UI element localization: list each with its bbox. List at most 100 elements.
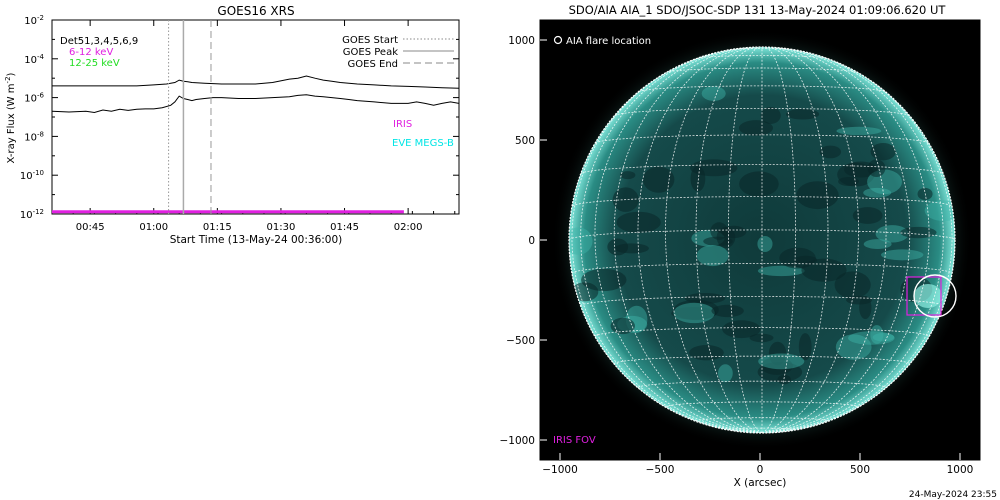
goes-xrs-chart: GOES16 XRS 10-2 10-4 10-6 10-8 10-10 10-12 00…: [4, 4, 460, 246]
chart-title: GOES16 XRS: [217, 4, 294, 18]
y-tick-label: 10-4: [24, 53, 44, 66]
aia-title: SDO/AIA AIA_1 SDO/JSOC-SDP 131 13-May-20…: [569, 3, 947, 17]
legend-goes-start: GOES Start: [342, 35, 398, 46]
flare-legend-label: AIA flare location: [566, 36, 651, 47]
goes-markers: [168, 20, 212, 214]
chart-legend: GOES Start GOES Peak GOES End: [342, 35, 454, 70]
disk-texture-blob: [701, 86, 726, 101]
aia-x-tick-label: −1000: [542, 464, 578, 476]
x-tick-label: 02:00: [394, 222, 423, 233]
disk-texture-blob: [863, 239, 892, 249]
disk-texture-blob: [614, 243, 649, 254]
legend-goes-peak: GOES Peak: [343, 47, 398, 58]
disk-texture-blob: [673, 299, 719, 321]
x-tick-label: 01:15: [203, 222, 232, 233]
latitude-line: [614, 108, 910, 117]
aia-x-axis-label: X (arcsec): [734, 477, 787, 489]
iris-label: IRIS: [393, 119, 412, 130]
aia-y-tick-label: 1000: [508, 35, 535, 47]
flare-location-marker: [913, 274, 957, 318]
y-tick-label: 10-10: [20, 169, 44, 182]
y-tick-label: 10-6: [24, 92, 44, 105]
longitude-line: [761, 47, 930, 433]
x-tick-labels: 00:45 01:00 01:15 01:30 01:45 02:00: [76, 222, 423, 233]
longitude-line: [761, 47, 859, 433]
iris-fov-box: [906, 276, 942, 316]
latitude-line: [594, 134, 930, 144]
longitude-line: [665, 47, 763, 433]
aia-y-tick-label: 500: [515, 135, 535, 147]
disk-texture-blob: [717, 364, 733, 383]
y-tick-label: 10-12: [20, 208, 44, 221]
flux-series-short: [52, 94, 459, 114]
disk-texture-blob: [786, 108, 820, 120]
disk-texture-blob: [690, 165, 706, 192]
y-axis-label: X-ray Flux (W m-2): [4, 72, 17, 163]
disk-texture-blob: [616, 211, 661, 233]
disk-texture-blob: [881, 249, 924, 261]
disk-texture-blob: [870, 143, 896, 161]
disk-texture: [569, 86, 955, 385]
longitude-line: [613, 47, 763, 433]
render-timestamp: 24-May-2024 23:55: [909, 490, 997, 500]
y-tick-label: 10-2: [24, 14, 44, 27]
longitude-line: [761, 55, 953, 433]
flux-series-long: [52, 75, 459, 89]
disk-texture-blob: [867, 159, 886, 178]
disk-texture-blob: [619, 171, 636, 180]
flux-series-group: [52, 75, 459, 214]
disk-texture-blob: [768, 341, 787, 366]
latitude-line: [695, 417, 829, 422]
disk-texture-blob: [796, 181, 839, 210]
disk-texture-blob: [836, 126, 882, 136]
flare-legend-icon: [553, 35, 563, 45]
disk-texture-blob: [872, 333, 895, 342]
longitude-line: [761, 47, 911, 433]
latitude-line: [613, 355, 911, 365]
longitude-line: [571, 55, 763, 433]
eve-label: EVE MEGS-B: [392, 138, 454, 149]
disk-texture-blob: [834, 271, 871, 299]
latitude-line: [569, 229, 955, 241]
disk-texture-blob: [696, 245, 729, 267]
longitude-line: [761, 47, 887, 433]
x-tick-label: 01:45: [330, 222, 359, 233]
disk-texture-blob: [739, 171, 779, 197]
disk-texture-blob: [710, 222, 728, 240]
disk-texture-blob: [847, 331, 895, 345]
channel-label-12-25kev: 12-25 keV: [69, 58, 120, 69]
disk-texture-blob: [838, 176, 859, 187]
disk-texture-blob: [749, 333, 774, 343]
latitude-line: [696, 55, 828, 59]
aia-x-tick-label: 1000: [947, 464, 974, 476]
disk-texture-blob: [819, 145, 842, 159]
longitude-line: [594, 47, 763, 433]
aia-ticks: −1000 −500 0 500 1000 1000 500 0 −500 −1000: [499, 35, 973, 476]
aia-x-tick-label: 0: [757, 464, 764, 476]
x-tick-label: 01:00: [139, 222, 168, 233]
aia-x-tick-label: 500: [850, 464, 870, 476]
disk-texture-blob: [689, 344, 724, 361]
aia-image-panel: SDO/AIA AIA_1 SDO/JSOC-SDP 131 13-May-20…: [499, 3, 981, 489]
disk-texture-blob: [798, 333, 812, 361]
heliographic-grid: [569, 47, 955, 433]
disk-texture-blob: [835, 334, 872, 360]
disk-texture-blob: [870, 325, 884, 344]
longitude-line: [761, 48, 944, 433]
flare-brightening: [914, 284, 942, 308]
longitude-line: [580, 48, 763, 433]
disk-texture-blob: [711, 304, 744, 318]
disk-texture-blob: [581, 268, 627, 292]
disk-texture-blob: [757, 235, 773, 253]
legend-goes-end: GOES End: [348, 59, 398, 70]
iris-fov-label: IRIS FOV: [553, 435, 596, 446]
disk-texture-blob: [739, 120, 773, 136]
disk-texture-blob: [722, 320, 761, 339]
channel-label-det: Det51,3,4,5,6,9: [60, 36, 138, 47]
aia-y-tick-label: −500: [506, 335, 535, 347]
disk-texture-blob: [863, 187, 892, 198]
limb-outline: [568, 46, 956, 434]
x-tick-label: 00:45: [76, 222, 105, 233]
longitude-line: [637, 47, 763, 433]
disk-texture-blob: [758, 353, 805, 370]
